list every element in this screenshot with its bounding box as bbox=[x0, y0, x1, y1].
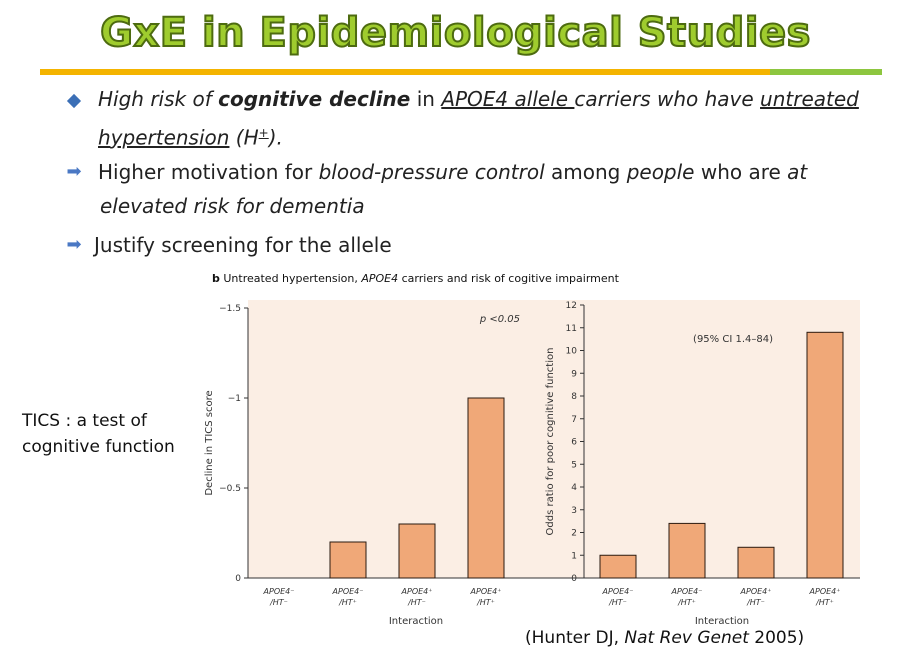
panel-title-part-b: APOE4 bbox=[361, 272, 399, 285]
text-run: untreated bbox=[760, 87, 859, 111]
chart-0-category-label: /HT⁻ bbox=[407, 598, 426, 607]
chart-1-bar bbox=[668, 522, 706, 579]
bullet-2-line-1: Higher motivation for blood-pressure con… bbox=[98, 155, 807, 189]
bullet-1-line-2: hypertension (H+). bbox=[98, 116, 859, 155]
bullet-2: ➡ Higher motivation for blood-pressure c… bbox=[62, 155, 807, 223]
chart-0-y-tick-label: −0.5 bbox=[219, 484, 241, 494]
text-run: APOE4 allele bbox=[441, 87, 575, 111]
chart-1-category-label: /HT⁻ bbox=[746, 598, 765, 607]
bullet-1: High risk of cognitive decline in APOE4 … bbox=[62, 82, 859, 155]
chart-1-y-tick-label: 5 bbox=[571, 460, 577, 470]
chart-0-category-label: /HT⁻ bbox=[269, 598, 288, 607]
text-run: people bbox=[626, 160, 695, 184]
chart-0-bar bbox=[398, 523, 436, 579]
citation-journal: Nat Rev Genet bbox=[624, 628, 749, 648]
chart-1-y-tick-label: 0 bbox=[571, 574, 577, 584]
chart-1-annotation: (95% CI 1.4–84) bbox=[693, 334, 773, 345]
chart-1-y-tick-label: 4 bbox=[571, 483, 577, 493]
text-run: + bbox=[258, 126, 269, 140]
panel-title-part-c: carriers and risk of cogitive impairment bbox=[398, 272, 619, 285]
bullet-1-line-1: High risk of cognitive decline in APOE4 … bbox=[98, 82, 859, 116]
chart-1-bar bbox=[599, 554, 637, 579]
chart-0-y-axis-label: Decline in TICS score bbox=[204, 390, 215, 495]
arrow-bullet-icon: ➡ bbox=[66, 161, 82, 182]
title-underline-orange bbox=[40, 69, 770, 75]
chart-0-bar bbox=[329, 541, 367, 579]
chart-1-y-tick-label: 11 bbox=[566, 324, 577, 334]
text-run: at bbox=[787, 160, 808, 184]
text-run: High risk of bbox=[98, 87, 219, 111]
text-run: (H bbox=[229, 125, 259, 150]
text-run: hypertension bbox=[98, 125, 230, 150]
chart-0-category-label: APOE4⁺ bbox=[401, 587, 433, 596]
text-run: ). bbox=[268, 125, 283, 150]
chart-0-y-tick-label: −1.5 bbox=[219, 304, 241, 314]
side-note-line-1: TICS : a test of bbox=[22, 411, 147, 431]
title-underline-green bbox=[770, 69, 882, 75]
text-run: in bbox=[410, 87, 442, 111]
text-run: blood-pressure control bbox=[318, 160, 545, 184]
bullet-3: ➡ Justify screening for the allele bbox=[62, 228, 392, 262]
side-note: TICS : a test of cognitive function bbox=[22, 408, 175, 460]
chart-1-y-tick-label: 1 bbox=[571, 551, 577, 561]
chart-1-category-label: APOE4⁺ bbox=[740, 587, 772, 596]
text-run: among bbox=[544, 160, 627, 184]
chart-1-bar bbox=[737, 546, 775, 579]
chart-1-bar bbox=[806, 331, 844, 579]
chart-0-category-label: /HT⁺ bbox=[476, 598, 495, 607]
chart-1-category-label: /HT⁺ bbox=[677, 598, 696, 607]
chart-0-category-label: /HT⁺ bbox=[338, 598, 357, 607]
chart-1-x-axis-label: Interaction bbox=[695, 616, 749, 627]
chart-0-bar bbox=[467, 397, 505, 579]
chart-1-category-label: APOE4⁻ bbox=[602, 587, 634, 596]
chart-0-category-label: APOE4⁺ bbox=[470, 587, 502, 596]
slide-title: GxE in Epidemiological Studies bbox=[99, 9, 811, 57]
citation-part-a: (Hunter DJ, bbox=[525, 628, 625, 648]
chart-0-x-axis-label: Interaction bbox=[389, 616, 443, 627]
chart-1-y-tick-label: 2 bbox=[571, 529, 577, 539]
panel-title-part-a: Untreated hypertension, bbox=[219, 272, 362, 285]
chart-0-y-tick-label: 0 bbox=[235, 574, 241, 584]
panel-title: b Untreated hypertension, APOE4 carriers… bbox=[212, 272, 619, 285]
chart-1-y-tick-label: 9 bbox=[571, 369, 577, 379]
text-run: Justify screening for the allele bbox=[94, 233, 392, 257]
chart-0-category-label: APOE4⁻ bbox=[332, 587, 364, 596]
bullet-2-line-2: elevated risk for dementia bbox=[100, 189, 807, 223]
text-run: carriers who have bbox=[574, 87, 761, 111]
side-note-line-2: cognitive function bbox=[22, 437, 175, 457]
chart-1-category-label: APOE4⁺ bbox=[809, 587, 841, 596]
text-run: elevated risk for dementia bbox=[100, 194, 365, 218]
citation: (Hunter DJ, Nat Rev Genet 2005) bbox=[525, 628, 804, 648]
chart-1-y-tick-label: 7 bbox=[571, 415, 577, 425]
text-run: cognitive decline bbox=[218, 87, 411, 111]
text-run: Higher motivation for bbox=[98, 160, 319, 184]
text-run: who are bbox=[694, 160, 788, 184]
bullet-3-line-1: Justify screening for the allele bbox=[94, 228, 392, 262]
chart-1-y-tick-label: 3 bbox=[571, 506, 577, 516]
chart-0-annotation: p <0.05 bbox=[479, 314, 520, 325]
chart-1-y-tick-label: 6 bbox=[571, 438, 577, 448]
chart-1-y-tick-label: 12 bbox=[566, 301, 577, 311]
chart-1-category-label: APOE4⁻ bbox=[671, 587, 703, 596]
arrow-bullet-icon: ➡ bbox=[66, 234, 82, 255]
citation-part-c: 2005) bbox=[748, 628, 805, 648]
chart-0-category-label: APOE4⁻ bbox=[263, 587, 295, 596]
panel-label: b bbox=[212, 272, 220, 285]
chart-1-category-label: /HT⁻ bbox=[608, 598, 627, 607]
chart-1-category-label: /HT⁺ bbox=[815, 598, 834, 607]
chart-1-y-axis-label: Odds ratio for poor cognitive function bbox=[545, 348, 556, 536]
chart-1-y-tick-label: 8 bbox=[571, 392, 577, 402]
chart-1-y-tick-label: 10 bbox=[566, 347, 578, 357]
chart-0-y-tick-label: −1 bbox=[228, 394, 241, 404]
